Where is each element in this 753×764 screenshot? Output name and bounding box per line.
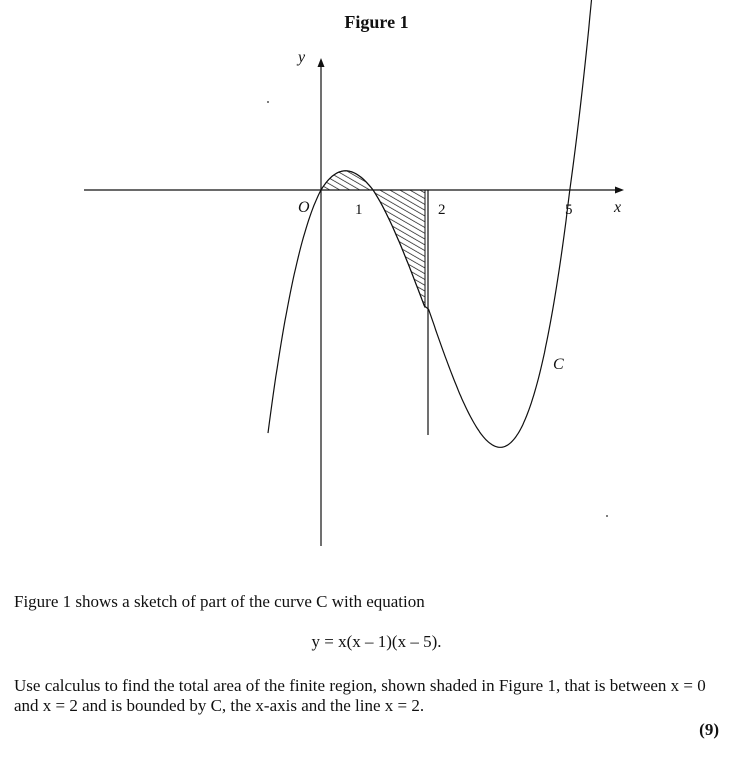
figure-title: Figure 1 — [344, 12, 409, 32]
tick-label-2: 2 — [438, 202, 446, 218]
y-axis-label: y — [296, 49, 306, 66]
scan-speck — [606, 515, 608, 517]
curve-label: C — [553, 356, 564, 373]
y-axis-arrowhead — [317, 58, 325, 67]
figure-1-diagram: y x O 1 2 5 C — [84, 0, 624, 546]
scan-speck — [267, 101, 269, 103]
curve-c — [267, 0, 593, 448]
question-intro: Figure 1 shows a sketch of part of the c… — [14, 592, 425, 611]
tick-label-5: 5 — [565, 202, 573, 218]
tick-label-1: 1 — [355, 202, 363, 218]
shaded-region-1-to-2 — [372, 189, 426, 308]
curve-equation: y = x(x – 1)(x – 5). — [311, 632, 442, 651]
question-text: Use calculus to find the total area of t… — [14, 676, 706, 715]
x-axis-label: x — [613, 199, 621, 216]
x-axis-arrowhead — [615, 186, 624, 194]
marks-total: (9) — [699, 720, 719, 739]
origin-label: O — [298, 199, 310, 216]
